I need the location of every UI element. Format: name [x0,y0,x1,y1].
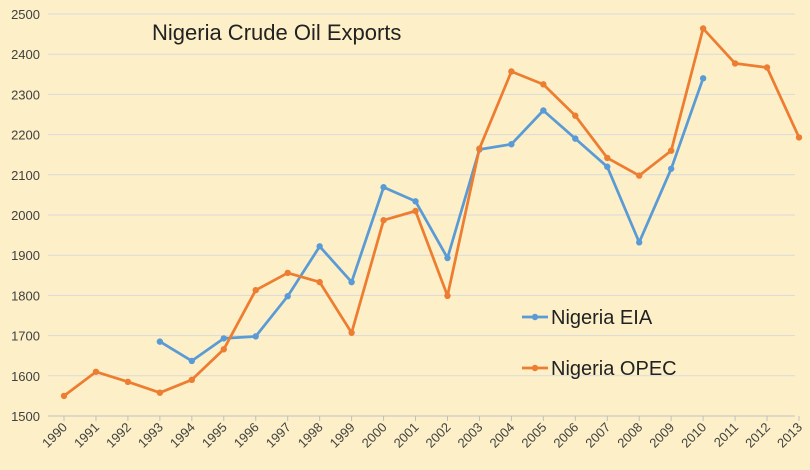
data-point-nigeria-opec [508,68,515,75]
legend-item-nigeria-eia: Nigeria EIA [522,307,653,329]
data-point-nigeria-opec [284,269,291,277]
data-point-nigeria-eia [156,338,164,345]
data-point-nigeria-eia [699,75,707,82]
series-line-nigeria-opec [62,27,801,398]
data-point-nigeria-eia [508,141,515,148]
chart-title: Nigeria Crude Oil Exports [152,20,401,45]
y-tick-label: 1700 [11,329,40,344]
y-tick-label: 2100 [11,168,40,183]
legend-swatch-marker [531,364,539,372]
data-point-nigeria-opec [348,329,355,336]
legend-label: Nigeria EIA [551,307,653,329]
data-point-nigeria-opec [572,112,579,119]
y-tick-label: 2400 [11,47,40,62]
data-point-nigeria-opec [699,25,707,32]
gridlines [48,13,800,421]
data-point-nigeria-eia [316,243,323,250]
data-point-nigeria-opec [604,154,611,162]
data-point-nigeria-opec [124,378,132,386]
data-point-nigeria-opec [476,145,483,152]
data-point-nigeria-eia [284,293,291,300]
legend-swatch-marker [531,313,539,321]
data-point-nigeria-eia [380,184,387,191]
data-point-nigeria-eia [220,335,227,342]
data-point-nigeria-opec [763,64,771,71]
data-point-nigeria-eia [252,333,259,340]
data-point-nigeria-eia [667,165,675,172]
y-tick-label: 2300 [11,87,40,102]
data-point-nigeria-eia [604,163,611,170]
data-point-nigeria-opec [444,292,451,300]
y-tick-label: 1600 [11,369,40,384]
data-point-nigeria-eia [188,357,196,365]
data-point-nigeria-opec [156,389,164,396]
data-point-nigeria-opec [92,368,100,375]
data-point-nigeria-opec [316,278,323,286]
data-point-nigeria-eia [348,278,355,286]
y-tick-label: 2500 [11,7,40,22]
data-point-nigeria-eia [444,254,451,262]
data-point-nigeria-opec [795,134,803,141]
series-line-nigeria-eia [158,76,705,363]
y-tick-label: 1900 [11,248,40,263]
series-nigeria-opec [60,25,803,400]
data-point-nigeria-eia [636,239,643,246]
y-tick-label: 1800 [11,288,40,303]
data-point-nigeria-opec [731,60,739,67]
data-point-nigeria-opec [540,81,547,88]
legend-label: Nigeria OPEC [551,358,677,380]
data-point-nigeria-opec [412,207,419,215]
y-tick-label: 2000 [11,208,40,223]
y-tick-label: 1500 [11,409,40,424]
legend: Nigeria EIA Nigeria OPEC [522,307,677,380]
series-lines [60,25,803,400]
data-point-nigeria-opec [220,346,227,353]
data-point-nigeria-eia [412,198,419,205]
y-tick-label: 2200 [11,128,40,143]
data-point-nigeria-opec [667,147,675,154]
y-axis-tick-labels: 1500 1600 1700 1800 1900 2000 2100 2200 2300 2400… [11,7,40,424]
data-point-nigeria-eia [572,135,579,142]
data-point-nigeria-eia [540,107,547,114]
data-point-nigeria-opec [252,286,259,294]
data-point-nigeria-opec [60,392,68,400]
data-point-nigeria-opec [380,217,387,224]
data-point-nigeria-opec [188,376,196,384]
data-point-nigeria-opec [636,172,643,179]
legend-item-nigeria-opec: Nigeria OPEC [522,358,677,380]
